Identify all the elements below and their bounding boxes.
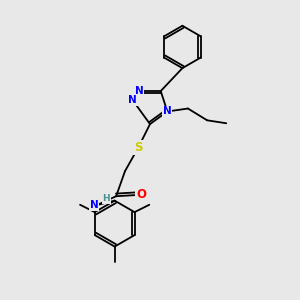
Text: N: N	[90, 200, 98, 210]
Text: S: S	[134, 141, 142, 154]
Text: N: N	[135, 86, 144, 96]
Text: O: O	[136, 188, 146, 201]
Text: N: N	[163, 106, 172, 116]
Text: N: N	[128, 95, 137, 105]
Text: H: H	[103, 194, 110, 203]
